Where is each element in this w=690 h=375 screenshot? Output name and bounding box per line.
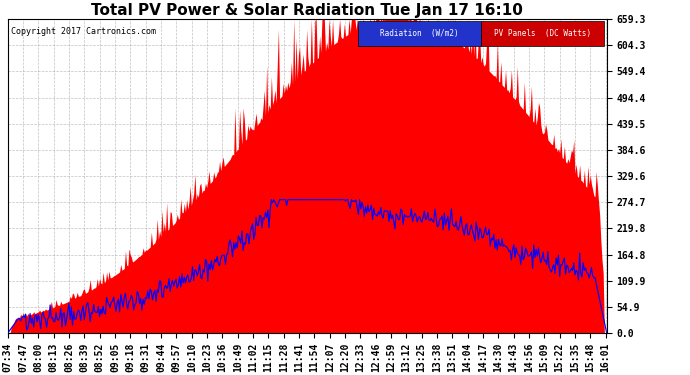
Text: Copyright 2017 Cartronics.com: Copyright 2017 Cartronics.com <box>11 27 156 36</box>
Bar <box>358 21 481 46</box>
Title: Total PV Power & Solar Radiation Tue Jan 17 16:10: Total PV Power & Solar Radiation Tue Jan… <box>91 3 523 18</box>
Text: Radiation  (W/m2): Radiation (W/m2) <box>380 28 459 38</box>
Text: PV Panels  (DC Watts): PV Panels (DC Watts) <box>494 28 591 38</box>
Bar <box>481 21 604 46</box>
